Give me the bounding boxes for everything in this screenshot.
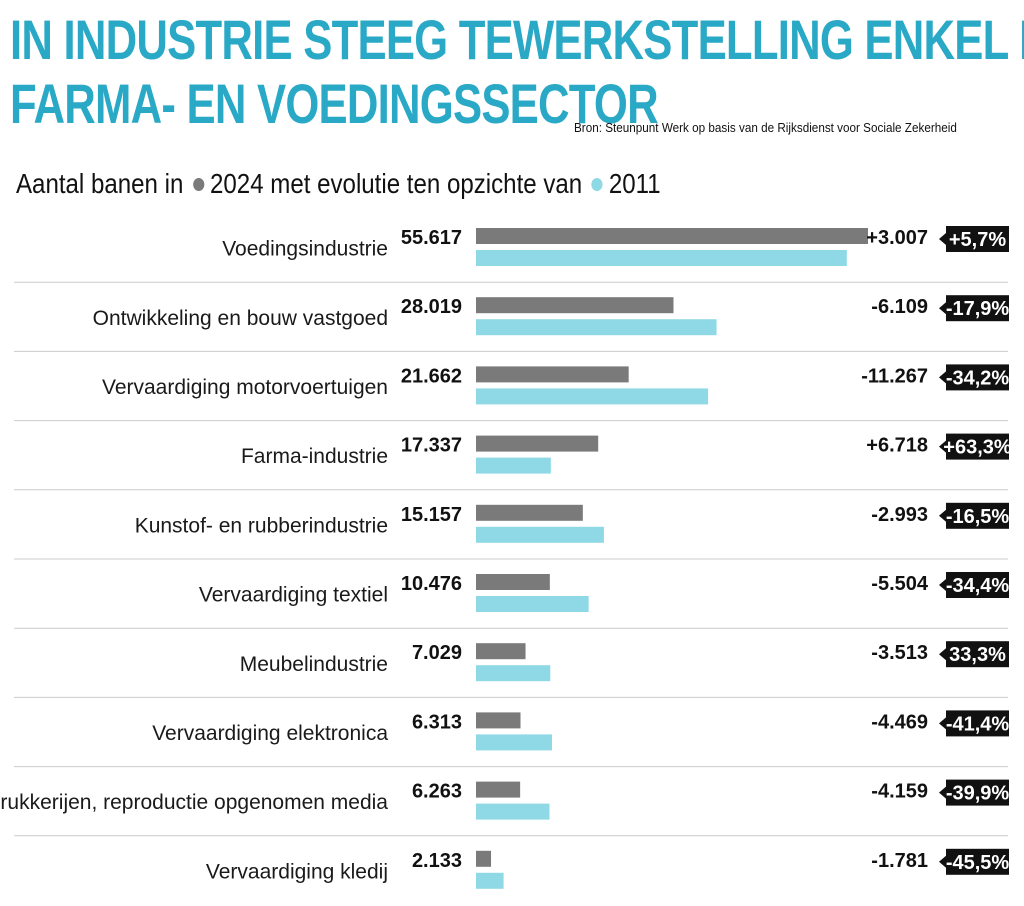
percent-badge-pointer — [939, 855, 946, 868]
change-label: -6.109 — [871, 296, 928, 318]
percent-label: -41,4% — [946, 713, 1010, 735]
percent-badge — [946, 226, 1009, 252]
percent-label: +63,3% — [943, 437, 1012, 459]
bar-2011 — [476, 457, 551, 474]
change-label: -3.513 — [871, 642, 928, 664]
percent-badge-pointer — [939, 233, 946, 245]
percent-label: -39,9% — [946, 783, 1010, 805]
legend: Aantal banen in 2024 met evolutie ten op… — [16, 168, 661, 200]
percent-badge — [946, 364, 1009, 391]
bar-2011 — [476, 250, 847, 266]
percent-badge-pointer — [939, 509, 946, 522]
percent-badge — [946, 848, 1009, 875]
category-label: Vervaardiging textiel — [199, 584, 388, 607]
legend-prefix: Aantal banen in — [16, 168, 184, 199]
value-label-2024: 17.337 — [401, 435, 462, 457]
change-label: -1.781 — [871, 850, 928, 872]
value-label-2024: 2.133 — [412, 850, 462, 872]
bar-2024 — [476, 850, 492, 867]
category-label: Vervaardiging kledij — [206, 860, 388, 883]
value-label-2024: 15.157 — [401, 504, 462, 526]
percent-label: -16,5% — [946, 506, 1010, 528]
bar-2011 — [476, 388, 709, 405]
value-label-2024: 28.019 — [401, 296, 462, 318]
percent-label: -34,4% — [946, 575, 1010, 597]
bar-2011 — [476, 596, 589, 612]
bar-2011 — [476, 665, 551, 682]
percent-badge — [946, 295, 1009, 322]
percent-badge — [946, 641, 1009, 668]
percent-badge-pointer — [939, 371, 946, 384]
percent-label: +5,7% — [949, 229, 1006, 251]
bar-2011 — [476, 803, 550, 820]
bar-2024 — [476, 781, 521, 798]
category-label: Drukkerijen, reproductie opgenomen media — [0, 791, 388, 814]
percent-label: -34,2% — [946, 367, 1010, 389]
value-label-2024: 21.662 — [401, 365, 462, 387]
category-label: Vervaardiging elektronica — [152, 722, 388, 745]
value-label-2024: 10.476 — [401, 573, 462, 595]
category-label: Kunstof- en rubberindustrie — [135, 514, 388, 537]
change-label: -2.993 — [871, 504, 928, 526]
percent-badge-pointer — [939, 717, 946, 730]
bar-2024 — [476, 366, 629, 383]
legend-swatch-2011 — [591, 177, 603, 191]
bar-2011 — [476, 734, 552, 751]
percent-label: -45,5% — [946, 852, 1010, 874]
percent-label: 33,3% — [949, 644, 1006, 666]
category-label: Voedingsindustrie — [222, 238, 388, 261]
percent-badge-pointer — [939, 786, 946, 799]
bar-2024 — [476, 504, 583, 521]
value-label-2024: 6.263 — [412, 781, 462, 803]
change-label: -5.504 — [871, 573, 929, 595]
category-label: Farma-industrie — [241, 445, 388, 468]
chart-title-line-2: FARMA- EN VOEDINGSSECTOR — [10, 72, 659, 135]
bar-2024 — [476, 574, 550, 590]
bar-2024 — [476, 712, 521, 729]
percent-badge — [946, 779, 1009, 806]
change-label: -4.469 — [871, 711, 928, 733]
legend-label-2011: 2011 — [608, 168, 661, 199]
source-note: Bron: Steunpunt Werk op basis van de Rij… — [574, 120, 957, 135]
bar-2024 — [476, 297, 674, 314]
percent-badge — [946, 710, 1009, 737]
bar-2024 — [476, 228, 868, 244]
percent-badge — [946, 502, 1009, 529]
percent-badge-pointer — [939, 302, 946, 315]
bar-2011 — [476, 872, 504, 889]
category-label: Ontwikkeling en bouw vastgoed — [93, 307, 388, 330]
change-label: -11.267 — [861, 365, 928, 387]
change-label: -4.159 — [871, 781, 928, 803]
category-label: Meubelindustrie — [240, 653, 388, 676]
percent-label: -17,9% — [946, 298, 1010, 320]
legend-label-2024: 2024 met evolutie ten opzichte van — [210, 168, 583, 199]
percent-badge-pointer — [939, 440, 946, 453]
percent-badge-pointer — [939, 648, 946, 661]
bar-2011 — [476, 526, 604, 543]
change-label: +3.007 — [866, 227, 928, 249]
change-label: +6.718 — [866, 435, 928, 457]
percent-badge — [946, 572, 1009, 598]
value-label-2024: 7.029 — [412, 642, 462, 664]
percent-badge — [946, 433, 1009, 460]
category-label: Vervaardiging motorvoertuigen — [102, 376, 388, 399]
value-label-2024: 55.617 — [401, 227, 462, 249]
bar-2011 — [476, 319, 717, 336]
bar-2024 — [476, 435, 599, 452]
value-label-2024: 6.313 — [412, 711, 462, 733]
legend-swatch-2024 — [192, 177, 205, 191]
percent-badge-pointer — [939, 579, 946, 591]
bar-2024 — [476, 643, 526, 660]
